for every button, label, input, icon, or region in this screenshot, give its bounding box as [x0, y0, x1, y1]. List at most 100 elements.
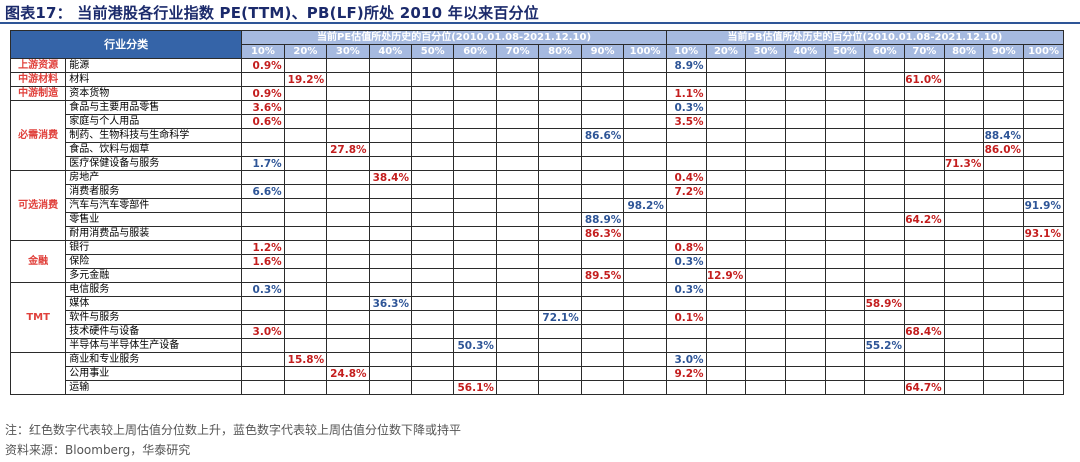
pb-empty-cell: [824, 86, 866, 101]
pe-empty-cell: [453, 366, 497, 381]
pb-empty-cell: [904, 268, 945, 283]
pe-percentile-value: 6.6%: [241, 184, 285, 199]
pe-empty-cell: [326, 352, 370, 367]
pb-empty-cell: [705, 170, 747, 185]
pe-empty-cell: [453, 100, 497, 115]
pb-percentile-value: 55.2%: [864, 338, 905, 353]
pe-empty-cell: [326, 324, 370, 339]
pb-empty-cell: [904, 128, 945, 143]
pe-empty-cell: [283, 296, 328, 311]
pe-empty-cell: [326, 72, 370, 87]
pb-empty-cell: [904, 366, 945, 381]
pb-empty-cell: [784, 142, 826, 157]
pe-empty-cell: [580, 114, 625, 129]
pe-empty-cell: [495, 58, 540, 73]
pb-empty-cell: [705, 100, 747, 115]
figure-title-bar: 图表17： 当前港股各行业指数 PE(TTM)、PB(LF)所处 2010 年以…: [0, 0, 1080, 24]
pb-empty-cell: [864, 156, 905, 171]
pb-percentile-value: 0.3%: [665, 282, 707, 297]
pe-empty-cell: [538, 282, 582, 297]
table-row: 必需消费 食品与主要用品零售 3.6% 0.3%: [9, 100, 1064, 171]
pb-empty-cell: [824, 282, 866, 297]
pb-empty-cell: [745, 58, 786, 73]
pb-percentile-value: 3.5%: [665, 114, 707, 129]
pe-empty-cell: [623, 156, 667, 171]
pe-empty-cell: [326, 254, 370, 269]
pe-empty-cell: [495, 254, 540, 269]
pe-empty-cell: [368, 366, 413, 381]
pe-empty-cell: [411, 128, 455, 143]
pe-empty-cell: [368, 240, 413, 255]
pb-empty-cell: [784, 296, 826, 311]
pe-empty-cell: [326, 156, 370, 171]
pe-empty-cell: [411, 296, 455, 311]
pe-empty-cell: [623, 86, 667, 101]
pe-empty-cell: [453, 226, 497, 241]
pe-empty-cell: [326, 268, 370, 283]
pb-empty-cell: [745, 100, 786, 115]
pe-empty-cell: [283, 310, 328, 325]
industry-name: 医疗保健设备与服务: [65, 156, 243, 171]
pb-empty-cell: [1023, 380, 1064, 395]
pe-empty-cell: [283, 212, 328, 227]
pe-empty-cell: [411, 282, 455, 297]
pe-percentile-value: 56.1%: [453, 380, 497, 395]
pe-empty-cell: [411, 156, 455, 171]
pb-empty-cell: [864, 58, 905, 73]
table-row: 媒体 36.3% 58.9%: [11, 296, 1064, 311]
pe-empty-cell: [453, 142, 497, 157]
pb-empty-cell: [943, 58, 985, 73]
pb-empty-cell: [943, 142, 985, 157]
pe-empty-cell: [241, 268, 285, 283]
pb-empty-cell: [904, 170, 945, 185]
pb-empty-cell: [1023, 72, 1064, 87]
pb-bin-header: 50%: [824, 44, 866, 59]
pe-empty-cell: [368, 268, 413, 283]
pe-percentile-value: 72.1%: [538, 310, 582, 325]
pe-empty-cell: [580, 352, 625, 367]
pb-bin-header: 30%: [745, 44, 786, 59]
industry-name: 半导体与半导体生产设备: [65, 338, 243, 353]
pe-empty-cell: [368, 254, 413, 269]
pb-empty-cell: [983, 254, 1025, 269]
industry-name: 房地产: [65, 170, 243, 185]
pb-empty-cell: [705, 296, 747, 311]
pe-empty-cell: [326, 240, 370, 255]
pb-empty-cell: [705, 366, 747, 381]
pb-empty-cell: [745, 128, 786, 143]
group-label: 金融: [9, 240, 67, 283]
pe-empty-cell: [623, 366, 667, 381]
pe-empty-cell: [241, 142, 285, 157]
pb-empty-cell: [1023, 338, 1064, 353]
pe-percentile-value: 50.3%: [453, 338, 497, 353]
pb-empty-cell: [824, 310, 866, 325]
table-row: 汽车与汽车零部件 98.2% 91.9%: [11, 198, 1064, 213]
pe-empty-cell: [538, 170, 582, 185]
pe-empty-cell: [538, 268, 582, 283]
pb-empty-cell: [824, 324, 866, 339]
pb-empty-cell: [824, 352, 866, 367]
pb-empty-cell: [784, 324, 826, 339]
pb-empty-cell: [705, 324, 747, 339]
pb-empty-cell: [864, 212, 905, 227]
group-label: 可选消费: [9, 170, 67, 241]
pe-empty-cell: [580, 254, 625, 269]
pb-empty-cell: [983, 156, 1025, 171]
industry-name: 汽车与汽车零部件: [65, 198, 243, 213]
pb-bin-header: 10%: [665, 44, 707, 59]
pb-empty-cell: [665, 128, 707, 143]
pe-bin-header: 80%: [538, 44, 582, 59]
industry-name: 银行: [65, 240, 243, 255]
pe-empty-cell: [453, 170, 497, 185]
pb-empty-cell: [824, 198, 866, 213]
table-row: 可选消费 房地产 38.4% 0.4%: [9, 170, 1064, 241]
pe-empty-cell: [411, 380, 455, 395]
pe-percentile-value: 3.6%: [241, 100, 285, 115]
pb-empty-cell: [943, 366, 985, 381]
pe-empty-cell: [495, 366, 540, 381]
pb-empty-cell: [1023, 324, 1064, 339]
pb-empty-cell: [665, 296, 707, 311]
pe-empty-cell: [411, 352, 455, 367]
pe-empty-cell: [453, 86, 497, 101]
group-label: TMT: [9, 282, 67, 353]
